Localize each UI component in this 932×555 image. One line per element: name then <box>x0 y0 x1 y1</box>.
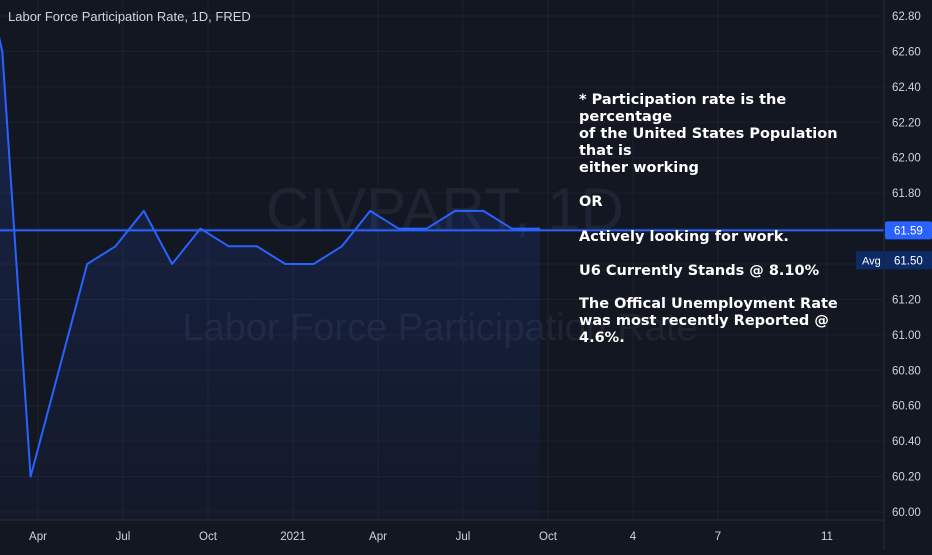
time-tick-label: Apr <box>29 531 47 543</box>
price-axis[interactable]: 62.8062.6062.4062.2062.0061.8061.6061.40… <box>884 0 921 550</box>
price-tick-label: 62.40 <box>892 82 921 94</box>
annotation-text-box: * Participation rate is the percentage o… <box>579 92 869 365</box>
series-area <box>0 0 540 520</box>
chart-title: Labor Force Participation Rate, 1D, FRED <box>8 9 251 24</box>
price-tick-label: 62.20 <box>892 117 921 129</box>
price-tick-label: 61.20 <box>892 294 921 306</box>
price-tick-label: 60.80 <box>892 365 921 377</box>
time-tick-label: Oct <box>539 531 558 543</box>
annotation-paragraph-looking: Actively looking for work. <box>579 229 869 246</box>
time-tick-label: Apr <box>369 531 387 543</box>
time-tick-label: 11 <box>821 531 833 543</box>
price-tick-label: 60.00 <box>892 507 921 519</box>
time-tick-label: Oct <box>199 531 218 543</box>
time-tick-label: 2021 <box>280 531 306 543</box>
price-tick-label: 60.40 <box>892 436 921 448</box>
price-tick-label: 61.80 <box>892 188 921 200</box>
price-tick-label: 60.60 <box>892 401 921 413</box>
series-area-fill <box>0 0 540 520</box>
annotation-paragraph-or: OR <box>579 194 869 211</box>
annotation-paragraph-official-rate: The Offical Unemployment Rate was most r… <box>579 296 869 347</box>
time-axis[interactable]: Apr Jul Oct 2021 Apr Jul Oct 4 7 11 <box>0 520 884 543</box>
price-tick-label: 61.00 <box>892 330 921 342</box>
annotation-paragraph-definition: * Participation rate is the percentage o… <box>579 92 869 177</box>
last-value-label: 61.59 <box>894 225 923 237</box>
time-tick-label: 4 <box>630 531 637 543</box>
price-tick-label: 62.60 <box>892 46 921 58</box>
annotation-paragraph-u6: U6 Currently Stands @ 8.10% <box>579 263 869 280</box>
price-tick-label: 62.80 <box>892 11 921 23</box>
time-tick-label: Jul <box>456 531 471 543</box>
time-tick-label: Jul <box>116 531 131 543</box>
price-tick-label: 62.00 <box>892 153 921 165</box>
price-tick-label: 60.20 <box>892 472 921 484</box>
time-tick-label: 7 <box>715 531 721 543</box>
avg-value-label: 61.50 <box>894 255 923 267</box>
